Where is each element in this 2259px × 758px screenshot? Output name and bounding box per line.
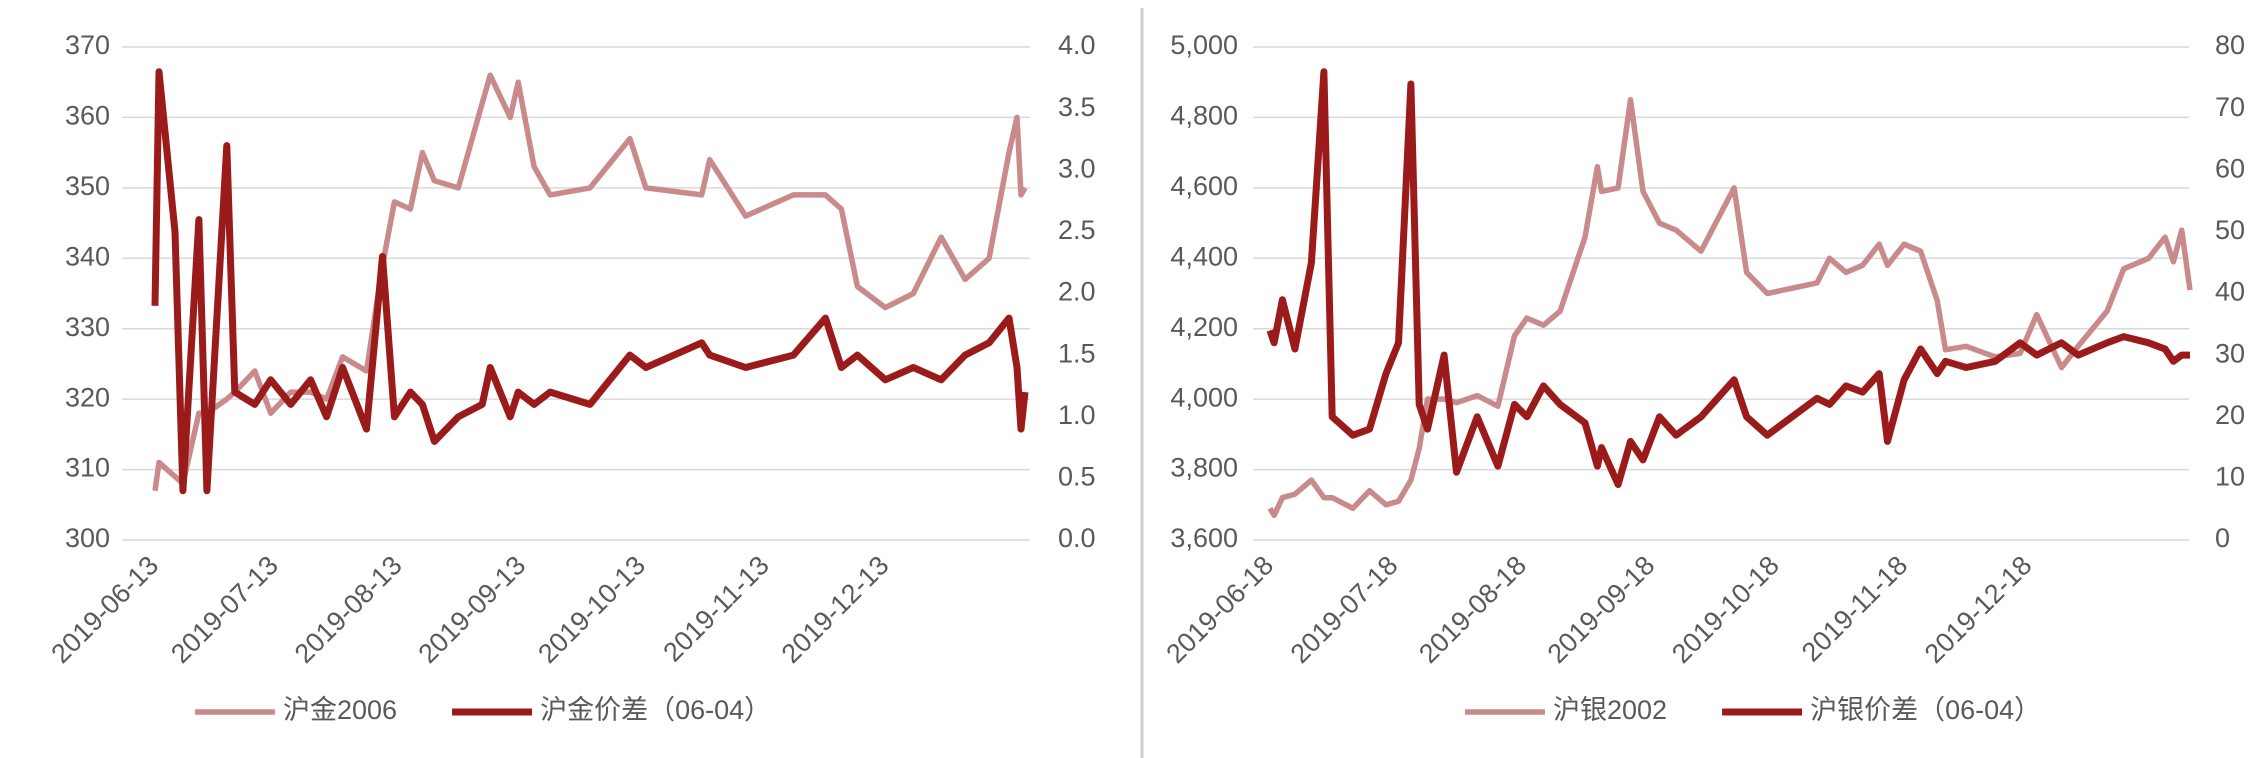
y-tick-label: 320 xyxy=(65,382,110,412)
line-series xyxy=(1267,97,2193,519)
y2-tick-label: 70 xyxy=(2215,92,2245,122)
y-tick-label: 340 xyxy=(65,241,110,271)
y2-tick-label: 3.0 xyxy=(1058,153,1096,183)
y2-tick-label: 3.5 xyxy=(1058,92,1096,122)
y2-tick-label: 50 xyxy=(2215,215,2245,245)
y-tick-label: 360 xyxy=(65,101,110,131)
y-tick-label: 4,800 xyxy=(1170,101,1238,131)
y2-tick-label: 80 xyxy=(2215,30,2245,60)
y2-tick-label: 0.5 xyxy=(1058,462,1096,492)
y2-tick-label: 2.5 xyxy=(1058,215,1096,245)
y2-tick-label: 60 xyxy=(2215,153,2245,183)
line-series xyxy=(152,72,1028,492)
line-series xyxy=(151,68,1029,495)
y-tick-label: 4,400 xyxy=(1170,241,1238,271)
y-tick-label: 310 xyxy=(65,453,110,483)
y2-tick-label: 10 xyxy=(2215,462,2245,492)
y2-tick-label: 40 xyxy=(2215,277,2245,307)
y2-tick-label: 1.5 xyxy=(1058,338,1096,368)
y-tick-label: 350 xyxy=(65,171,110,201)
y-tick-label: 370 xyxy=(65,30,110,60)
legend-label: 沪银价差（06-04） xyxy=(1810,695,2041,725)
y-tick-label: 4,200 xyxy=(1170,312,1238,342)
y2-tick-label: 0 xyxy=(2215,523,2230,553)
y2-tick-label: 2.0 xyxy=(1058,277,1096,307)
y-tick-label: 300 xyxy=(65,523,110,553)
y-tick-label: 4,600 xyxy=(1170,171,1238,201)
y2-tick-label: 20 xyxy=(2215,400,2245,430)
y-tick-label: 4,000 xyxy=(1170,382,1238,412)
legend-label: 沪金2006 xyxy=(283,695,397,725)
y2-tick-label: 4.0 xyxy=(1058,30,1096,60)
line-series xyxy=(1266,68,2190,488)
y-tick-label: 5,000 xyxy=(1170,30,1238,60)
legend-label: 沪金价差（06-04） xyxy=(540,695,771,725)
y-tick-label: 3,800 xyxy=(1170,453,1238,483)
y-tick-label: 3,600 xyxy=(1170,523,1238,553)
legend-label: 沪银2002 xyxy=(1553,695,1667,725)
y-tick-label: 330 xyxy=(65,312,110,342)
y2-tick-label: 0.0 xyxy=(1058,523,1096,553)
y2-tick-label: 30 xyxy=(2215,338,2245,368)
y2-tick-label: 1.0 xyxy=(1058,400,1096,430)
